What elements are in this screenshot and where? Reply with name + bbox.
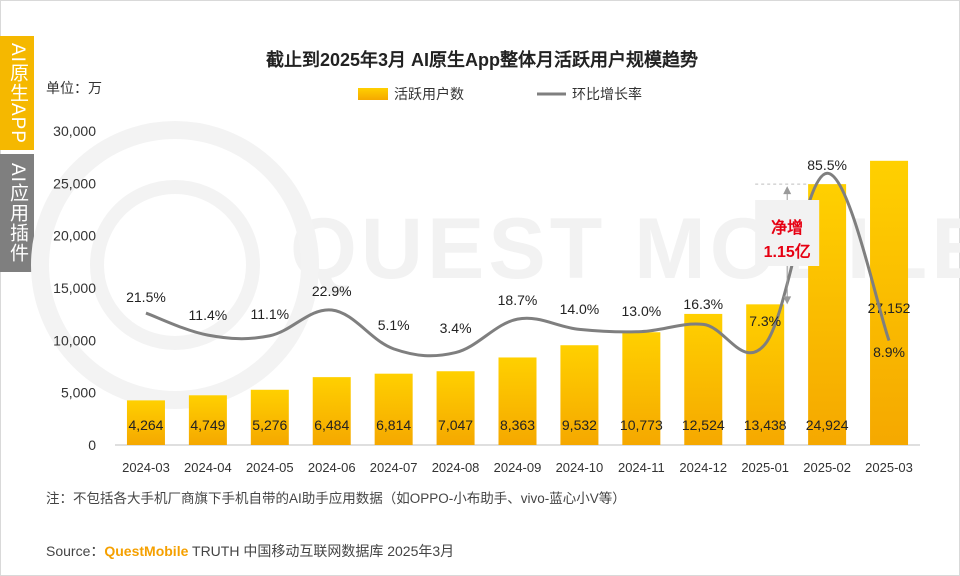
bar-value-label: 10,773 [620,417,663,433]
growth-rate-label: 18.7% [498,292,538,308]
x-tick-label: 2024-03 [122,460,170,475]
growth-rate-label: 3.4% [440,320,472,336]
bar-value-label: 7,047 [438,417,473,433]
growth-rate-label: 85.5% [807,157,847,173]
annotation-line2: 1.15亿 [764,242,811,261]
growth-rate-label: 11.4% [189,307,228,323]
annotation-line1: 净增 [771,218,803,237]
y-tick-label: 5,000 [61,385,96,401]
x-tick-label: 2024-08 [432,460,480,475]
bar-value-label: 13,438 [744,417,787,433]
bar [622,332,661,445]
growth-rate-label: 8.9% [873,344,905,360]
bar-value-label: 4,264 [128,417,163,433]
legend-label-line: 环比增长率 [572,86,642,102]
legend: 活跃用户数 环比增长率 [358,86,642,102]
net-increase-annotation: 净增 1.15亿 [755,183,820,305]
x-tick-label: 2025-03 [865,460,913,475]
arrow-head-icon [783,186,792,195]
bar [436,371,475,445]
y-tick-label: 15,000 [53,280,96,296]
footnote: 注：不包括各大手机厂商旗下手机自带的AI助手应用数据（如OPPO-小布助手、vi… [46,491,626,506]
source-rest: TRUTH 中国移动互联网数据库 2025年3月 [188,543,455,559]
x-tick-label: 2024-07 [370,460,418,475]
bar [560,345,599,445]
bar-value-label: 6,814 [376,417,411,433]
annotation-box [755,200,820,266]
chart-title: 截止到2025年3月 AI原生App整体月活跃用户规模趋势 [266,49,698,70]
y-tick-label: 10,000 [53,332,96,348]
source-brand: QuestMobile [104,543,189,559]
bar [312,377,351,445]
bar-value-label: 12,524 [682,417,725,433]
axes: 0 5,000 10,000 15,000 20,000 25,000 30,000 2024… [53,123,920,475]
bar [250,389,289,445]
x-tick-label: 2024-12 [679,460,727,475]
bar [374,373,413,445]
growth-rate-label: 16.3% [683,296,723,312]
arrow-head-icon [783,296,792,305]
tab-ai-plugin[interactable]: AI应用插件 [0,154,34,272]
source-line: Source：QuestMobile TRUTH 中国移动互联网数据库 2025… [46,541,454,561]
bars: 4,264 4,749 5,276 6,484 6,814 7,047 8,363 9,532… [126,160,911,446]
y-tick-label: 0 [88,437,96,453]
growth-rate-label: 13.0% [621,303,661,319]
y-tick-label: 25,000 [53,175,96,191]
legend-label-bar: 活跃用户数 [394,86,464,102]
growth-rate-label: 21.5% [126,289,166,305]
bar [126,400,165,445]
watermark: QUEST MOBILE [290,201,960,297]
growth-rate-label: 7.3% [749,313,781,329]
watermark-logo [31,121,319,409]
growth-rate-label: 5.1% [378,317,410,333]
bar-value-label: 27,152 [868,300,911,316]
x-tick-label: 2024-09 [494,460,542,475]
bar-value-label: 8,363 [500,417,535,433]
x-tick-label: 2024-10 [556,460,604,475]
x-tick-label: 2024-05 [246,460,294,475]
legend-swatch-bar [358,88,388,100]
growth-rate-label: 22.9% [312,283,352,299]
bar-value-label: 6,484 [314,417,349,433]
bar-value-label: 9,532 [562,417,597,433]
unit-label: 单位：万 [46,80,102,96]
y-tick-label: 20,000 [53,228,96,244]
bar-value-label: 24,924 [806,417,849,433]
x-tick-label: 2024-04 [184,460,232,475]
source-prefix: Source： [46,543,105,559]
x-tick-label: 2025-02 [803,460,851,475]
bar [870,160,909,445]
bar [188,395,227,445]
x-tick-label: 2024-11 [618,460,665,475]
x-tick-label: 2024-06 [308,460,356,475]
bar [498,357,537,445]
tab-ai-native-app[interactable]: AI原生APP [0,36,34,150]
x-tick-label: 2025-01 [741,460,789,475]
bar [684,313,723,445]
bar [746,304,785,445]
bar-value-label: 5,276 [252,417,287,433]
growth-rate-label: 14.0% [560,301,600,317]
y-tick-label: 30,000 [53,123,96,139]
growth-rate-label: 11.1% [250,306,289,322]
bar-value-label: 4,749 [190,417,225,433]
